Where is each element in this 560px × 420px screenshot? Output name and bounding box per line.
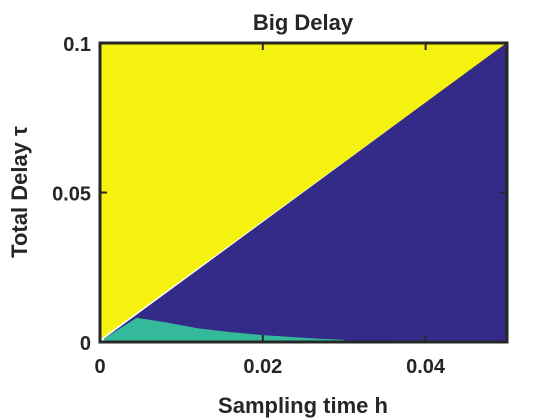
x-tick-label: 0.02: [243, 356, 282, 378]
region-teal: [103, 317, 345, 341]
y-tick-label: 0.1: [63, 34, 91, 56]
x-axis-label: Sampling time h: [218, 393, 388, 418]
y-tick-label: 0: [80, 333, 91, 355]
tick-layer: 0 0.02 0.04 0 0.05 0.1: [52, 34, 507, 378]
y-tick-label: 0.05: [52, 184, 91, 206]
y-axis-label: Total Delay τ: [7, 126, 32, 258]
region-layer: [99, 42, 508, 342]
x-tick-label: 0.04: [406, 356, 446, 378]
x-tick-label: 0: [94, 356, 105, 378]
chart-title: Big Delay: [253, 10, 354, 35]
